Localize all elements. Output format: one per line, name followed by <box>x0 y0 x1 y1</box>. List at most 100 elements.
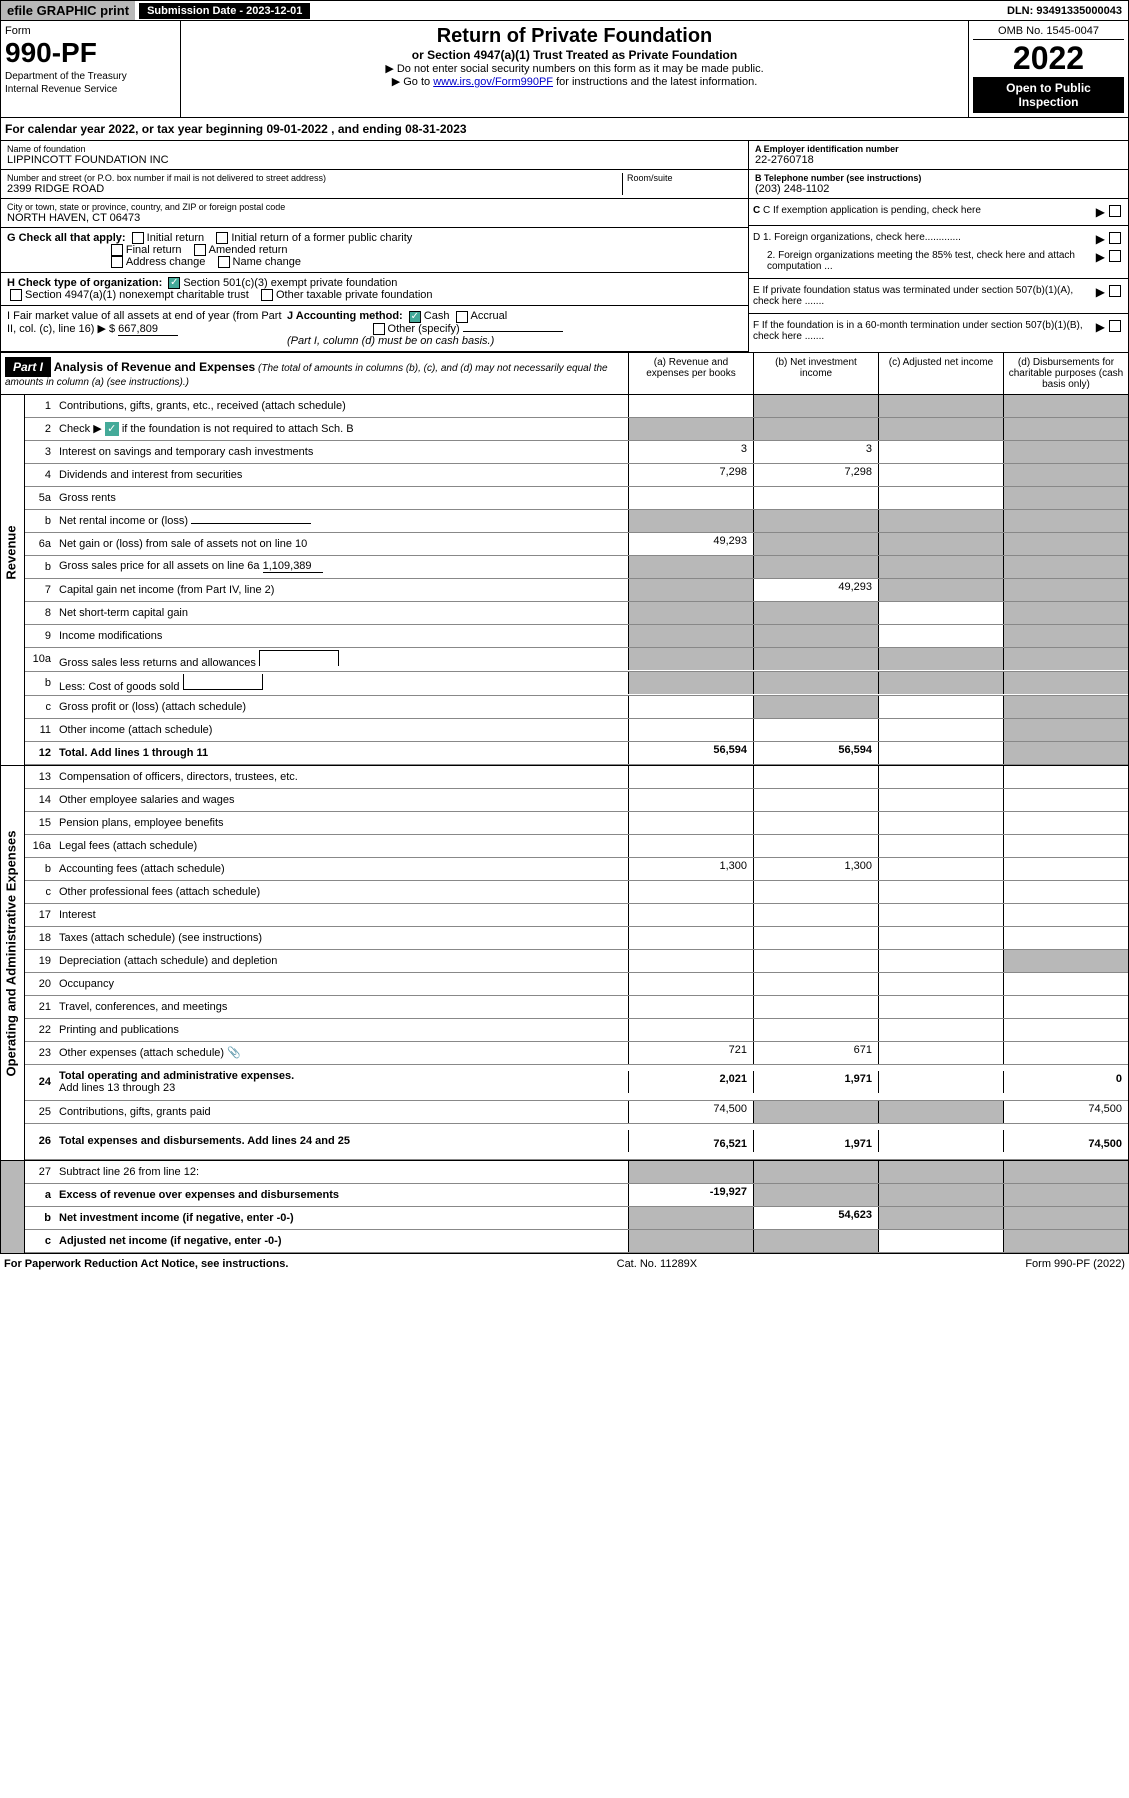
row-20: 20Occupancy <box>25 973 1128 996</box>
f-checkbox[interactable] <box>1109 320 1121 332</box>
row-7: 7Capital gain net income (from Part IV, … <box>25 579 1128 602</box>
irs: Internal Revenue Service <box>5 84 176 95</box>
irs-link[interactable]: www.irs.gov/Form990PF <box>433 76 553 88</box>
row-16a: 16aLegal fees (attach schedule) <box>25 835 1128 858</box>
ein-cell: A Employer identification number 22-2760… <box>749 141 1128 170</box>
omb-number: OMB No. 1545-0047 <box>973 25 1124 40</box>
row-18: 18Taxes (attach schedule) (see instructi… <box>25 927 1128 950</box>
e-checkbox[interactable] <box>1109 285 1121 297</box>
section-g: G Check all that apply: Initial return I… <box>1 228 748 273</box>
fmv-value: 667,809 <box>118 323 178 336</box>
address-change-checkbox[interactable] <box>111 256 123 268</box>
row-19: 19Depreciation (attach schedule) and dep… <box>25 950 1128 973</box>
row-27c: cAdjusted net income (if negative, enter… <box>25 1230 1128 1253</box>
info-section: Name of foundation LIPPINCOTT FOUNDATION… <box>0 141 1129 353</box>
form-title: Return of Private Foundation <box>185 25 964 48</box>
other-taxable-checkbox[interactable] <box>261 289 273 301</box>
footer-right: Form 990-PF (2022) <box>1025 1258 1125 1270</box>
calendar-year: For calendar year 2022, or tax year begi… <box>0 118 1129 141</box>
section-e: E If private foundation status was termi… <box>749 279 1128 314</box>
j-note: (Part I, column (d) must be on cash basi… <box>287 335 494 347</box>
name-change-checkbox[interactable] <box>218 256 230 268</box>
row-21: 21Travel, conferences, and meetings <box>25 996 1128 1019</box>
revenue-side-label: Revenue <box>1 395 25 765</box>
row-26: 26Total expenses and disbursements. Add … <box>25 1124 1128 1160</box>
form-header: Form 990-PF Department of the Treasury I… <box>0 21 1129 118</box>
row-15: 15Pension plans, employee benefits <box>25 812 1128 835</box>
row-16b: bAccounting fees (attach schedule)1,3001… <box>25 858 1128 881</box>
j-label: J Accounting method: <box>287 310 403 322</box>
h-label: H Check type of organization: <box>7 277 162 289</box>
row-23: 23Other expenses (attach schedule) 📎7216… <box>25 1042 1128 1065</box>
info-left: Name of foundation LIPPINCOTT FOUNDATION… <box>1 141 748 352</box>
final-return-checkbox[interactable] <box>111 244 123 256</box>
row-6a: 6aNet gain or (loss) from sale of assets… <box>25 533 1128 556</box>
info-right: A Employer identification number 22-2760… <box>748 141 1128 352</box>
col-d-header: (d) Disbursements for charitable purpose… <box>1003 353 1128 394</box>
dept-treasury: Department of the Treasury <box>5 71 176 82</box>
row-14: 14Other employee salaries and wages <box>25 789 1128 812</box>
phone-label: B Telephone number (see instructions) <box>755 173 1122 183</box>
4947-checkbox[interactable] <box>10 289 22 301</box>
c-checkbox[interactable] <box>1109 205 1121 217</box>
row-17: 17Interest <box>25 904 1128 927</box>
part1-title: Analysis of Revenue and Expenses <box>54 360 255 374</box>
cash-checkbox[interactable] <box>409 311 421 323</box>
top-bar: efile GRAPHIC print Submission Date - 20… <box>0 0 1129 21</box>
revenue-table: Revenue 1Contributions, gifts, grants, e… <box>0 395 1129 766</box>
row-24: 24Total operating and administrative exp… <box>25 1065 1128 1101</box>
footer-left: For Paperwork Reduction Act Notice, see … <box>4 1258 288 1270</box>
part1-label: Part I <box>5 357 51 377</box>
address: 2399 RIDGE ROAD <box>7 183 622 195</box>
d2-checkbox[interactable] <box>1109 250 1121 262</box>
instruction-1: ▶ Do not enter social security numbers o… <box>185 62 964 75</box>
other-method-checkbox[interactable] <box>373 323 385 335</box>
phone: (203) 248-1102 <box>755 183 1122 195</box>
page-footer: For Paperwork Reduction Act Notice, see … <box>0 1254 1129 1274</box>
section-d: D 1. Foreign organizations, check here..… <box>749 226 1128 279</box>
section-h: H Check type of organization: Section 50… <box>1 273 748 306</box>
open-public: Open to Public Inspection <box>973 77 1124 113</box>
g-label: G Check all that apply: <box>7 232 126 244</box>
row-5b: bNet rental income or (loss) <box>25 510 1128 533</box>
form-subtitle: or Section 4947(a)(1) Trust Treated as P… <box>185 48 964 62</box>
efile-label[interactable]: efile GRAPHIC print <box>1 1 135 20</box>
instruction-2: ▶ Go to www.irs.gov/Form990PF for instru… <box>185 75 964 88</box>
section-f: F If the foundation is in a 60-month ter… <box>749 314 1128 348</box>
row-5a: 5aGross rents <box>25 487 1128 510</box>
accrual-checkbox[interactable] <box>456 311 468 323</box>
row-10c: cGross profit or (loss) (attach schedule… <box>25 696 1128 719</box>
ein-label: A Employer identification number <box>755 144 1122 154</box>
form-number: 990-PF <box>5 37 176 69</box>
d1-checkbox[interactable] <box>1109 232 1121 244</box>
attachment-icon[interactable]: 📎 <box>227 1047 241 1059</box>
amended-checkbox[interactable] <box>194 244 206 256</box>
row-10b: bLess: Cost of goods sold <box>25 672 1128 696</box>
initial-former-checkbox[interactable] <box>216 232 228 244</box>
col-a-header: (a) Revenue and expenses per books <box>628 353 753 394</box>
ein: 22-2760718 <box>755 154 1122 166</box>
row-25: 25Contributions, gifts, grants paid74,50… <box>25 1101 1128 1124</box>
city-label: City or town, state or province, country… <box>7 202 742 212</box>
row-13: 13Compensation of officers, directors, t… <box>25 766 1128 789</box>
col-c-header: (c) Adjusted net income <box>878 353 1003 394</box>
row-12: 12Total. Add lines 1 through 1156,59456,… <box>25 742 1128 765</box>
row-4: 4Dividends and interest from securities7… <box>25 464 1128 487</box>
header-left: Form 990-PF Department of the Treasury I… <box>1 21 181 117</box>
address-cell: Number and street (or P.O. box number if… <box>1 170 748 199</box>
row-2: 2Check ▶ ✓ if the foundation is not requ… <box>25 418 1128 441</box>
addr-label: Number and street (or P.O. box number if… <box>7 173 622 183</box>
city: NORTH HAVEN, CT 06473 <box>7 212 742 224</box>
row-11: 11Other income (attach schedule) <box>25 719 1128 742</box>
dln: DLN: 93491335000043 <box>1001 3 1128 19</box>
initial-return-checkbox[interactable] <box>132 232 144 244</box>
name-label: Name of foundation <box>7 144 742 154</box>
section-i-j: I Fair market value of all assets at end… <box>1 306 748 351</box>
foundation-name: LIPPINCOTT FOUNDATION INC <box>7 154 742 166</box>
row-10a: 10aGross sales less returns and allowanc… <box>25 648 1128 672</box>
form-label: Form <box>5 25 176 37</box>
expenses-side-label: Operating and Administrative Expenses <box>1 766 25 1160</box>
sch-b-checkbox[interactable]: ✓ <box>105 422 119 436</box>
501c3-checkbox[interactable] <box>168 277 180 289</box>
row-3: 3Interest on savings and temporary cash … <box>25 441 1128 464</box>
